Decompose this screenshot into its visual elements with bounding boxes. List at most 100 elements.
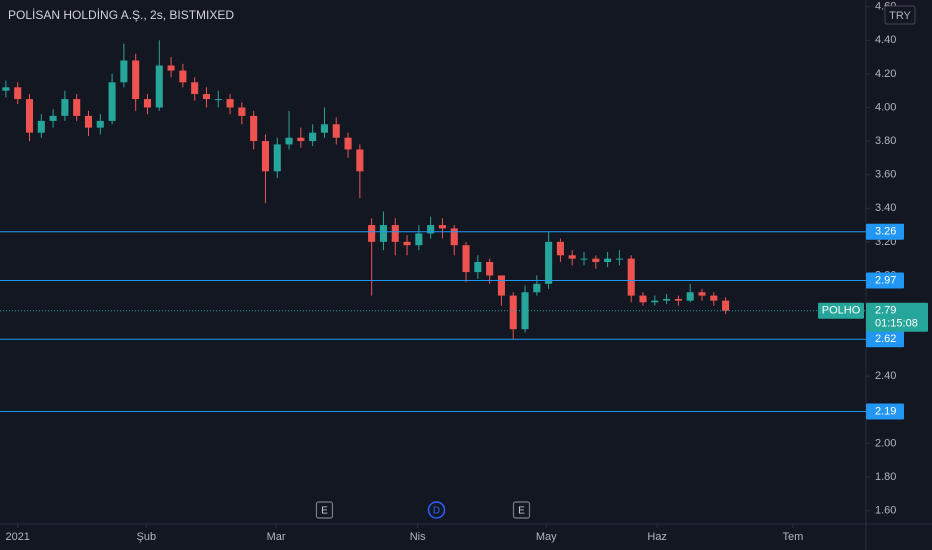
candle-body xyxy=(415,233,423,246)
countdown: 01:15:08 xyxy=(875,318,918,330)
candle-body xyxy=(509,295,517,330)
x-tick-label: Nis xyxy=(410,531,426,543)
event-marker[interactable] xyxy=(315,501,334,519)
candle-body xyxy=(297,137,305,142)
event-label: E xyxy=(321,506,328,517)
candle-body xyxy=(686,292,694,301)
candle-body xyxy=(202,94,211,100)
candle-body xyxy=(49,115,57,121)
candle-body xyxy=(710,295,718,301)
x-tick-label: May xyxy=(536,531,557,543)
candle-body xyxy=(427,225,435,234)
candle-body xyxy=(25,99,34,133)
candle-body xyxy=(497,275,505,296)
plot: 1.601.802.002.202.402.602.803.003.203.40… xyxy=(2,1,896,543)
y-tick-label: 2.00 xyxy=(875,437,896,449)
candle-body xyxy=(450,228,458,246)
y-tick-label: 3.80 xyxy=(875,135,896,147)
candle-body xyxy=(722,300,730,311)
level-label: 2.19 xyxy=(875,405,896,417)
candle-body xyxy=(309,132,317,142)
level-label: 3.26 xyxy=(875,226,896,238)
candle-body xyxy=(179,70,187,83)
x-tick-label: Şub xyxy=(137,531,157,543)
y-tick-label: 3.40 xyxy=(875,202,896,214)
candle-body xyxy=(462,245,470,273)
x-tick-label: Haz xyxy=(647,531,667,543)
event-marker[interactable] xyxy=(512,501,531,519)
symbol: POLHO xyxy=(822,305,861,317)
event-label: E xyxy=(518,506,525,517)
candle-body xyxy=(332,124,340,138)
y-tick-label: 2.40 xyxy=(875,370,896,382)
y-tick-label: 1.60 xyxy=(875,504,896,516)
candle-body xyxy=(96,120,104,128)
y-tick-label: 4.00 xyxy=(875,101,896,113)
candle-body xyxy=(568,255,576,259)
candle-body xyxy=(14,87,22,100)
candle-body xyxy=(556,241,564,256)
x-tick-label: 2021 xyxy=(5,531,29,543)
last-price-box xyxy=(866,302,928,332)
candle-body xyxy=(250,115,258,142)
candle-body xyxy=(191,82,199,95)
y-tick-label: 3.60 xyxy=(875,169,896,181)
symbol-box xyxy=(818,302,864,319)
candle-body xyxy=(533,283,541,293)
candle-body xyxy=(132,60,140,100)
candle-body xyxy=(474,262,482,273)
candle-body xyxy=(379,225,387,242)
level-label: 2.62 xyxy=(875,333,896,345)
candle-body xyxy=(592,258,600,262)
candle-body xyxy=(73,99,81,116)
event-marker[interactable] xyxy=(427,501,446,519)
candle-body xyxy=(368,225,376,242)
y-tick-label: 4.20 xyxy=(875,68,896,80)
candle-body xyxy=(580,258,588,260)
candle-body xyxy=(261,141,270,172)
candle-body xyxy=(226,99,234,108)
y-tick-label: 1.80 xyxy=(875,471,896,483)
x-tick-label: Mar xyxy=(267,531,286,543)
candle-body xyxy=(84,115,93,128)
candle-body xyxy=(627,258,635,296)
candle-body xyxy=(651,300,659,303)
candle-body xyxy=(604,258,612,262)
candle-body xyxy=(391,225,399,242)
candle-body xyxy=(155,65,163,108)
candle-body xyxy=(615,258,623,260)
candle-body xyxy=(403,241,411,246)
candle-body xyxy=(344,137,352,150)
candle-body xyxy=(356,149,364,172)
candle-body xyxy=(2,87,10,91)
currency: TRY xyxy=(889,10,911,22)
candle-body xyxy=(698,292,706,296)
candle-body xyxy=(214,99,222,101)
candle-body xyxy=(639,295,647,303)
currency-box[interactable] xyxy=(884,5,916,25)
candle-body xyxy=(120,60,128,83)
candle-body xyxy=(273,144,281,172)
candle-body xyxy=(37,120,45,133)
level-label-box xyxy=(866,331,904,348)
candle-body xyxy=(167,65,175,71)
event-label: D xyxy=(433,506,440,517)
candle-body xyxy=(663,298,671,301)
level-label-box xyxy=(866,223,904,240)
x-tick-label: Tem xyxy=(782,531,803,543)
level-label-box xyxy=(866,403,904,420)
candle-body xyxy=(61,99,69,116)
y-tick-label: 4.40 xyxy=(875,34,896,46)
candle-body xyxy=(143,99,152,108)
candle-body xyxy=(108,82,116,121)
last-price: 2.79 xyxy=(875,305,896,317)
level-label-box xyxy=(866,272,904,289)
candle-body xyxy=(438,225,446,229)
candle-body xyxy=(285,137,293,145)
chart-title: POLİSAN HOLDİNG A.Ş., 2s, BISTMIXED xyxy=(8,8,234,22)
candle-body xyxy=(238,107,246,116)
candle-body xyxy=(486,262,494,276)
